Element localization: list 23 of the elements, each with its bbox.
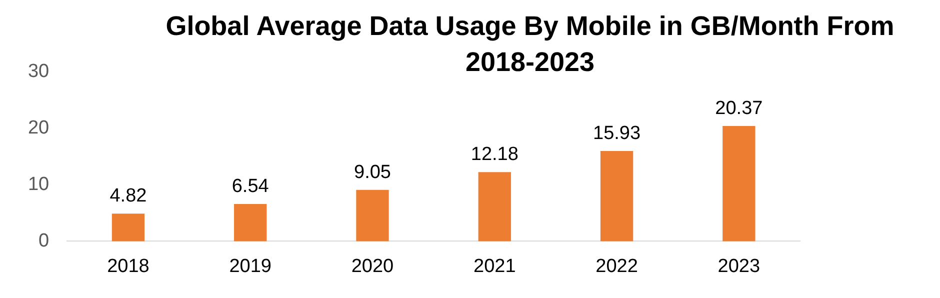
data-label: 6.54	[232, 176, 270, 198]
bar	[478, 172, 511, 242]
x-tick-label: 2019	[229, 256, 272, 277]
data-label: 20.37	[715, 98, 763, 120]
data-label: 15.93	[593, 123, 641, 144]
bar	[234, 204, 267, 242]
bar	[356, 190, 389, 242]
bar	[722, 126, 756, 242]
y-tick-label: 0	[38, 230, 50, 252]
bar	[112, 214, 145, 242]
y-tick-label: 20	[28, 118, 50, 139]
x-tick-label: 2023	[718, 256, 760, 277]
x-tick-label: 2018	[107, 256, 150, 277]
chart-title: Global Average Data Usage By Mobile in GB/Month From 2018-2023	[164, 10, 896, 79]
y-tick-label: 30	[28, 61, 50, 82]
bar	[600, 151, 634, 242]
y-tick-label: 10	[28, 174, 50, 196]
data-label: 4.82	[110, 186, 147, 207]
x-tick-label: 2022	[596, 256, 638, 277]
data-label: 12.18	[470, 144, 518, 166]
x-tick-label: 2021	[474, 256, 516, 277]
data-label: 9.05	[354, 162, 391, 183]
x-tick-label: 2020	[351, 256, 394, 277]
